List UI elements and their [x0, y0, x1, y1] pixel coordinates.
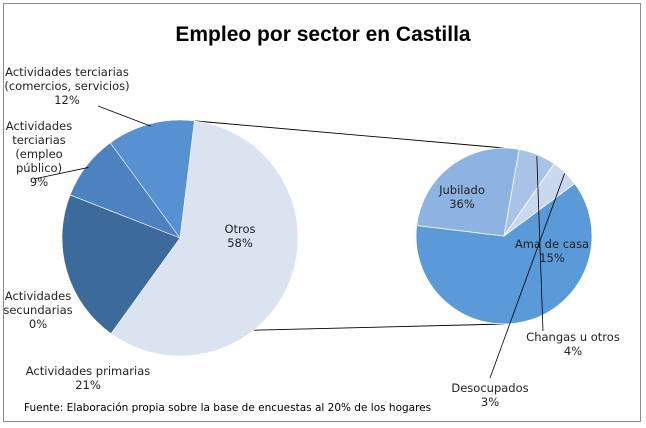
label-primarias: Actividades primarias 21% [26, 364, 151, 392]
slice-desocupados [503, 163, 576, 237]
label-terciarias-publico: Actividades terciarias (empleo público) 9% [6, 119, 72, 189]
label-jubilado: Jubilado 36% [438, 183, 485, 211]
main-pie [61, 119, 299, 357]
breakdown-pie [415, 147, 593, 325]
label-ama-de-casa: Ama de casa 15% [515, 237, 589, 265]
slice-otros [110, 120, 299, 357]
label-desocupados: Desocupados 3% [451, 381, 528, 409]
chart-title: Empleo por sector en Castilla [175, 23, 471, 46]
source-note: Fuente: Elaboración propia sobre la base… [24, 402, 431, 414]
slice-ama-de-casa [416, 147, 520, 237]
leader-terciarias-comercio [97, 105, 151, 127]
chart-frame: Empleo por sector en Castilla Otros 58% Ac… [3, 3, 641, 422]
label-changas: Changas u otros 4% [526, 330, 620, 358]
label-secundarias: Actividades secundarias 0% [4, 289, 73, 331]
connector-top [194, 120, 505, 149]
label-terciarias-comercio: Actividades terciarias (comercios, servic… [4, 65, 129, 107]
slice-terciarias-comercio [109, 119, 195, 239]
leader-changas [536, 156, 544, 332]
pie-of-pie-chart: Empleo por sector en Castilla Otros 58% Ac… [4, 23, 620, 414]
slice-primarias [61, 194, 181, 335]
data-labels: Otros 58% Actividades primarias 21% Activida… [4, 65, 620, 409]
leader-terciarias-publico [33, 167, 89, 180]
label-otros: Otros 58% [224, 222, 255, 250]
leader-desocupados [489, 173, 565, 379]
